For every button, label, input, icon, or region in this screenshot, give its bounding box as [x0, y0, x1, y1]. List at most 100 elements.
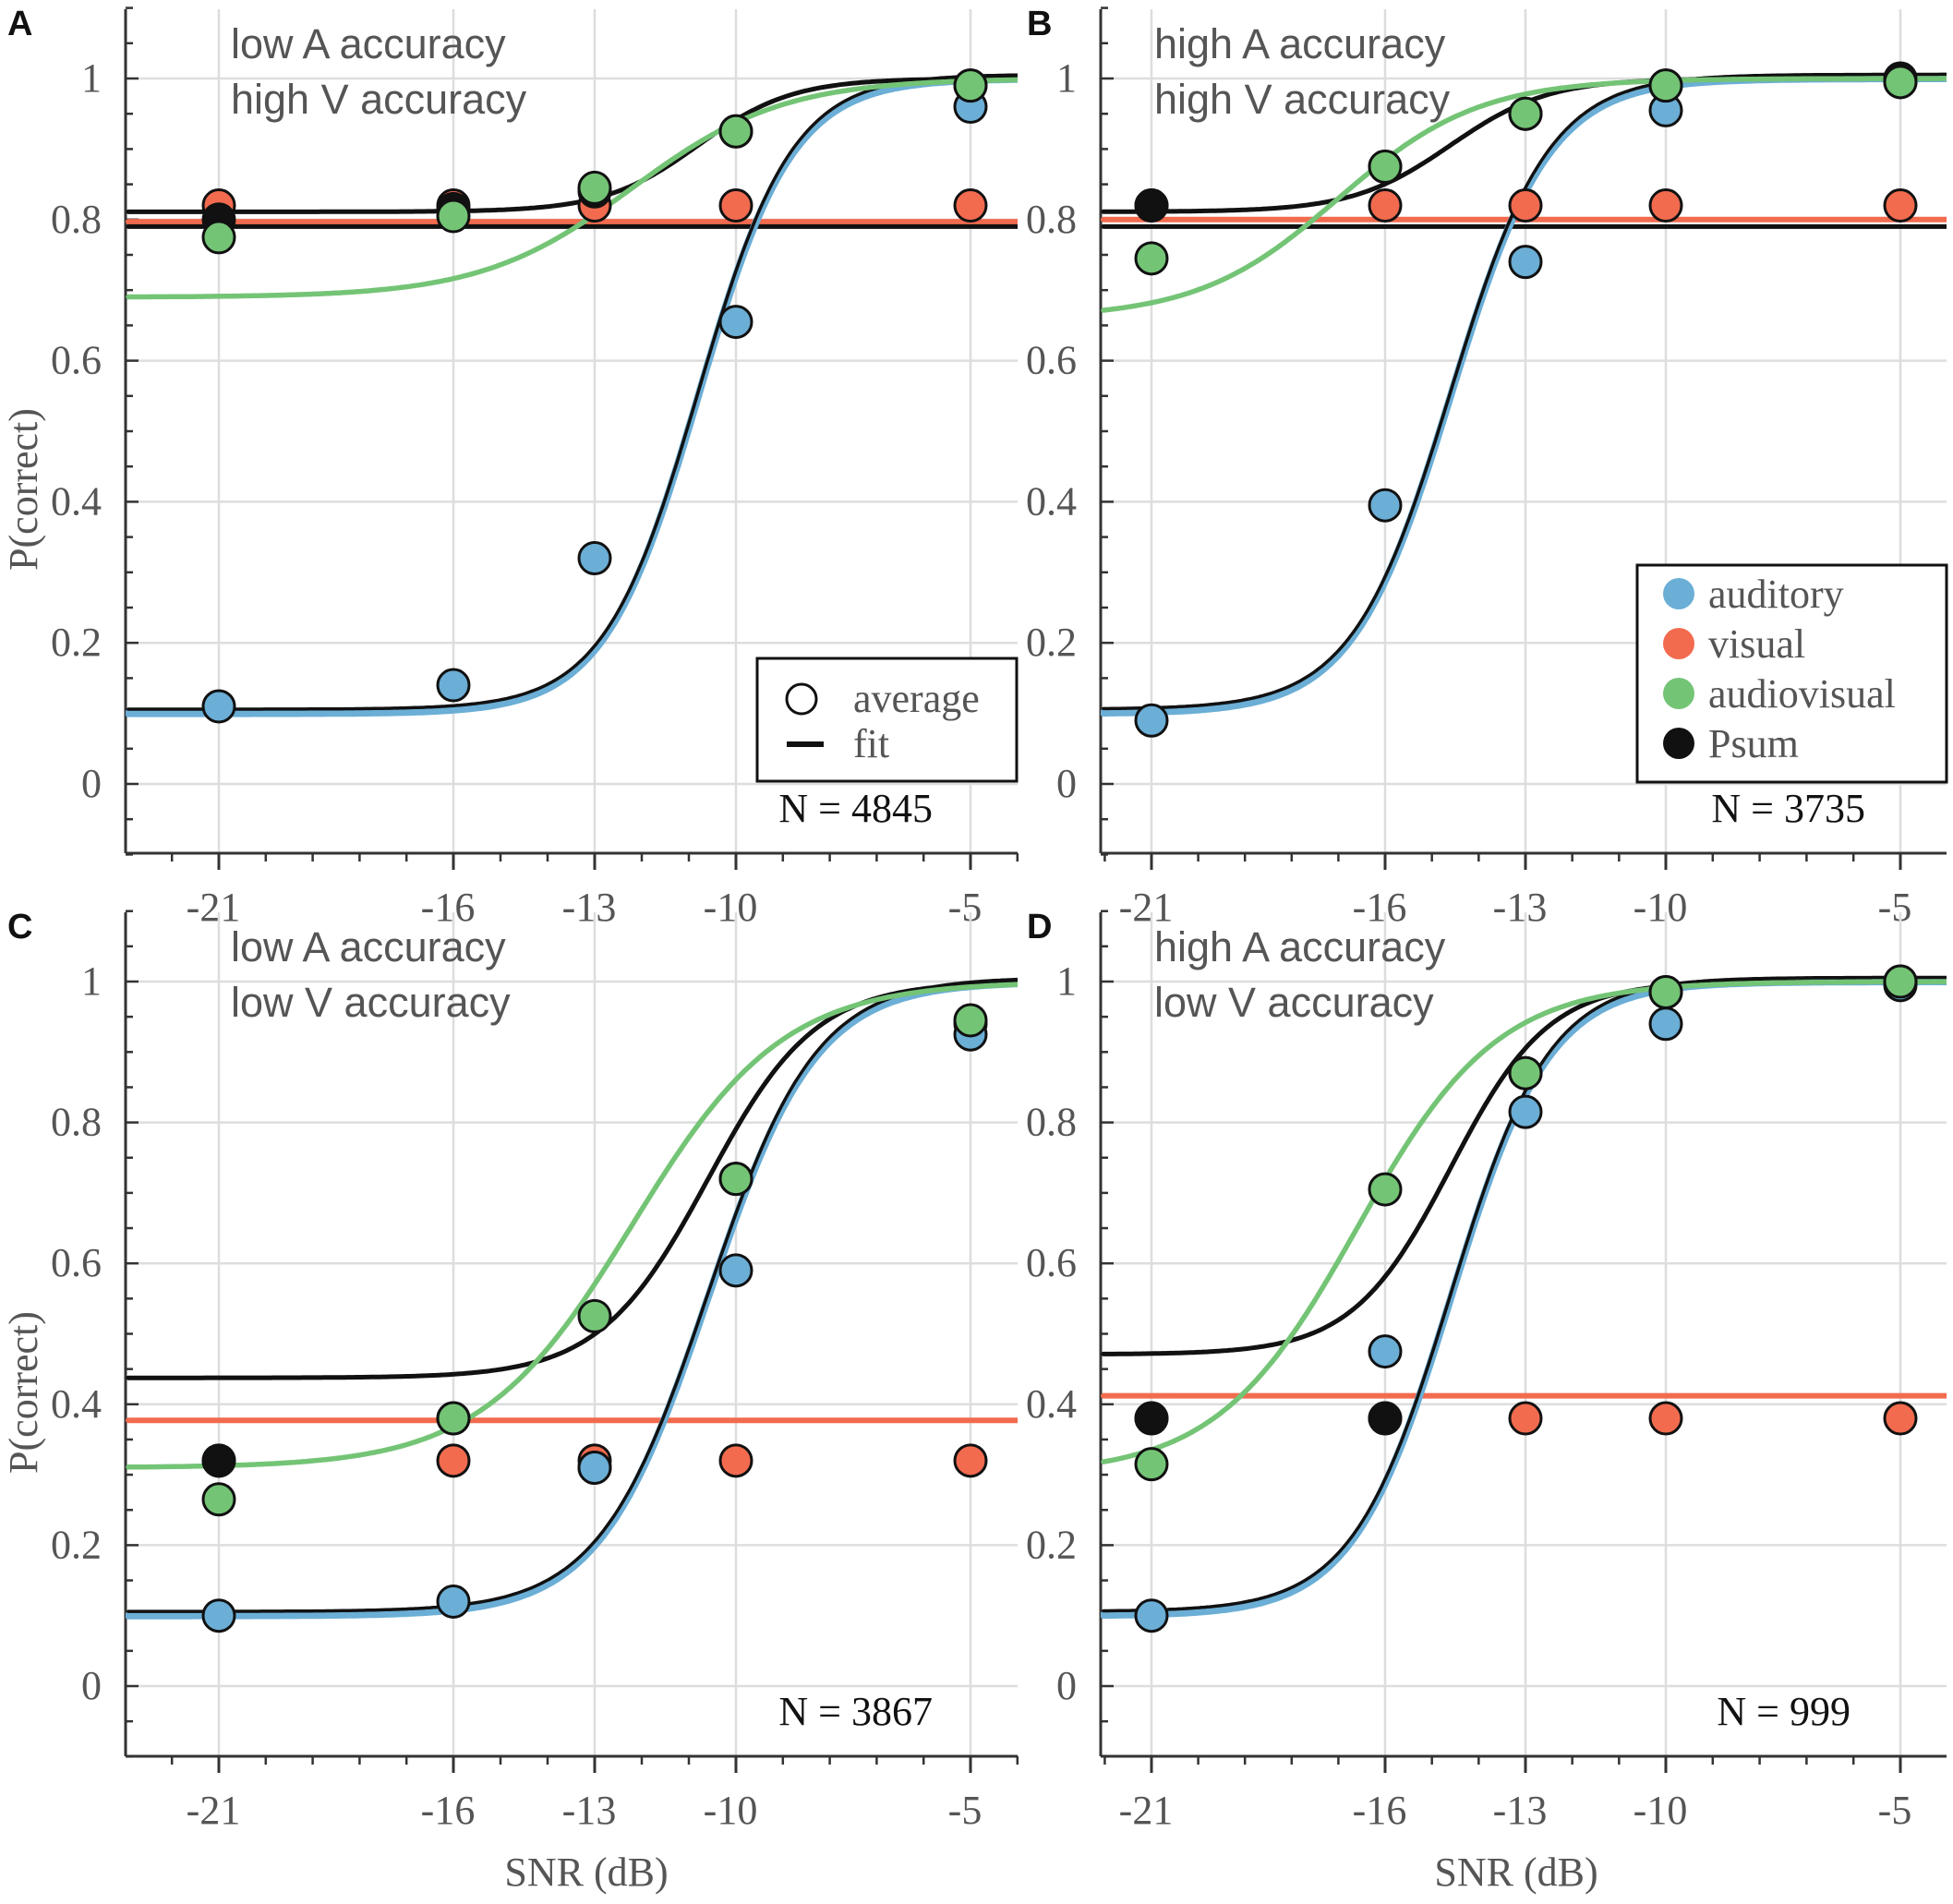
auditory-point	[577, 1450, 612, 1485]
y-axis-title-bottom: P(correct)	[1, 1311, 46, 1474]
visual-point	[718, 188, 753, 223]
audiovisual-point	[436, 199, 471, 234]
audiovisual-point	[577, 1298, 612, 1333]
x-tick-label: -13	[562, 1788, 617, 1833]
audiovisual-point	[1648, 68, 1683, 103]
condition-label-v: high V accuracy	[1154, 76, 1451, 123]
psum-auditory-fit-line	[1102, 975, 1947, 1613]
panel-letter: D	[1027, 908, 1052, 946]
x-tick-label: -5	[948, 885, 983, 930]
n-label: N = 999	[1717, 1689, 1851, 1734]
y-tick-label: 0.4	[51, 478, 102, 524]
psum-point	[1134, 188, 1169, 223]
x-tick-label: -5	[948, 1788, 983, 1833]
x-tick-label: -21	[1119, 1788, 1174, 1833]
fit-curves	[126, 977, 1018, 1620]
audiovisual-point	[1648, 974, 1683, 1009]
audiovisual-point	[1508, 1055, 1543, 1091]
y-tick-label: 0.6	[1026, 1240, 1077, 1285]
auditory-point	[1134, 703, 1169, 738]
psum-av-fit-line	[126, 76, 1018, 214]
audiovisual-point	[953, 1003, 988, 1038]
x-tick-label: -13	[562, 885, 617, 930]
y-tick-label: 0.6	[51, 1240, 102, 1285]
condition-label-v: high V accuracy	[231, 76, 527, 123]
psum-auditory-fit-line	[127, 73, 1018, 711]
auditory-point	[1508, 1094, 1543, 1129]
legend-auditory-label: auditory	[1708, 572, 1844, 617]
data-points	[1134, 61, 1918, 738]
legend-visual-label: visual	[1708, 621, 1805, 667]
y-tick-label: 0.2	[1026, 620, 1077, 665]
audiovisual-point	[1883, 65, 1918, 100]
y-tick-label: 0.4	[51, 1381, 102, 1427]
psum-point	[201, 1443, 236, 1478]
y-tick-label: 0.6	[1026, 338, 1077, 383]
x-tick-label: -13	[1493, 1788, 1548, 1833]
auditory-fit-line	[126, 980, 1018, 1620]
x-tick-label: -21	[187, 885, 241, 930]
audiovisual-fit-line	[1101, 979, 1947, 1464]
visual-point	[1648, 188, 1683, 223]
visual-point	[1508, 188, 1543, 223]
auditory-point	[201, 689, 236, 724]
x-axis-title-right: SNR (dB)	[1434, 1850, 1597, 1895]
y-tick-label: 0.8	[51, 1100, 102, 1145]
data-points	[201, 1003, 988, 1633]
y-tick-label: 1	[81, 958, 102, 1004]
y-tick-label: 0	[1056, 1663, 1077, 1708]
visual-point	[953, 188, 988, 223]
y-tick-label: 1	[1056, 55, 1077, 101]
panel-A: 0 0.2 0.4 0.6 0.8 1 -21 -16 -13 -10 -5 A low A accur…	[7, 5, 1019, 930]
y-tick-label: 0.2	[1026, 1522, 1077, 1567]
audiovisual-point	[1134, 241, 1169, 276]
y-tick-label: 0.4	[1026, 478, 1077, 524]
psum-point	[1368, 1401, 1403, 1436]
y-tick-label: 0	[81, 761, 102, 806]
x-tick-label: -13	[1493, 885, 1548, 930]
panel-B: 0 0.2 0.4 0.6 0.8 1 -21 -16 -13 -10 -5 B high A accu…	[1026, 5, 1947, 930]
n-label: N = 4845	[778, 786, 933, 831]
audiovisual-point	[201, 1482, 236, 1517]
y-tick-label: 0	[81, 1663, 102, 1708]
audiovisual-point	[718, 114, 753, 149]
audiovisual-point	[1368, 1172, 1403, 1207]
audiovisual-point	[1368, 150, 1403, 184]
data-points	[201, 68, 988, 724]
audiovisual-fit-line	[126, 77, 1018, 300]
audiovisual-point	[577, 170, 612, 205]
auditory-point	[718, 1253, 753, 1288]
y-tick-label: 0.8	[51, 197, 102, 242]
visual-point	[718, 1443, 753, 1478]
audiovisual-point	[718, 1162, 753, 1197]
auditory-point	[1368, 1334, 1403, 1369]
condition-label-a: high A accuracy	[1154, 923, 1446, 970]
auditory-point	[1368, 488, 1403, 523]
average-marker-icon	[785, 682, 818, 716]
panel-D: 0 0.2 0.4 0.6 0.8 1 -21 -16 -13 -10 -5 D high A accu…	[1026, 908, 1947, 1833]
visual-point	[953, 1443, 988, 1478]
visual-legend-marker-icon	[1663, 628, 1694, 659]
psum-legend-marker-icon	[1663, 728, 1694, 759]
panel-letter: B	[1027, 5, 1052, 43]
auditory-point	[1508, 245, 1543, 280]
legend-style-box	[755, 657, 1019, 783]
legend-audiovisual-label: audiovisual	[1708, 671, 1896, 717]
legend-average-label: average	[853, 676, 980, 721]
x-tick-label: -21	[187, 1788, 241, 1833]
x-tick-label: -16	[1353, 1788, 1407, 1833]
panel-C: 0 0.2 0.4 0.6 0.8 1 -21 -16 -13 -10 -5 C low A accur…	[7, 908, 1019, 1833]
audiovisual-fit-line	[126, 982, 1018, 1470]
auditory-point	[1134, 1598, 1169, 1633]
legend-psum-label: Psum	[1708, 721, 1799, 766]
visual-point	[1368, 188, 1403, 223]
y-tick-label: 1	[81, 55, 102, 101]
panel-letter: C	[7, 908, 32, 946]
x-tick-label: -10	[1634, 1788, 1688, 1833]
x-tick-label: -21	[1119, 885, 1174, 930]
x-axis-title-left: SNR (dB)	[504, 1850, 668, 1895]
x-tick-label: -10	[1634, 885, 1688, 930]
audiovisual-point	[201, 220, 236, 255]
visual-point	[1883, 1401, 1918, 1436]
